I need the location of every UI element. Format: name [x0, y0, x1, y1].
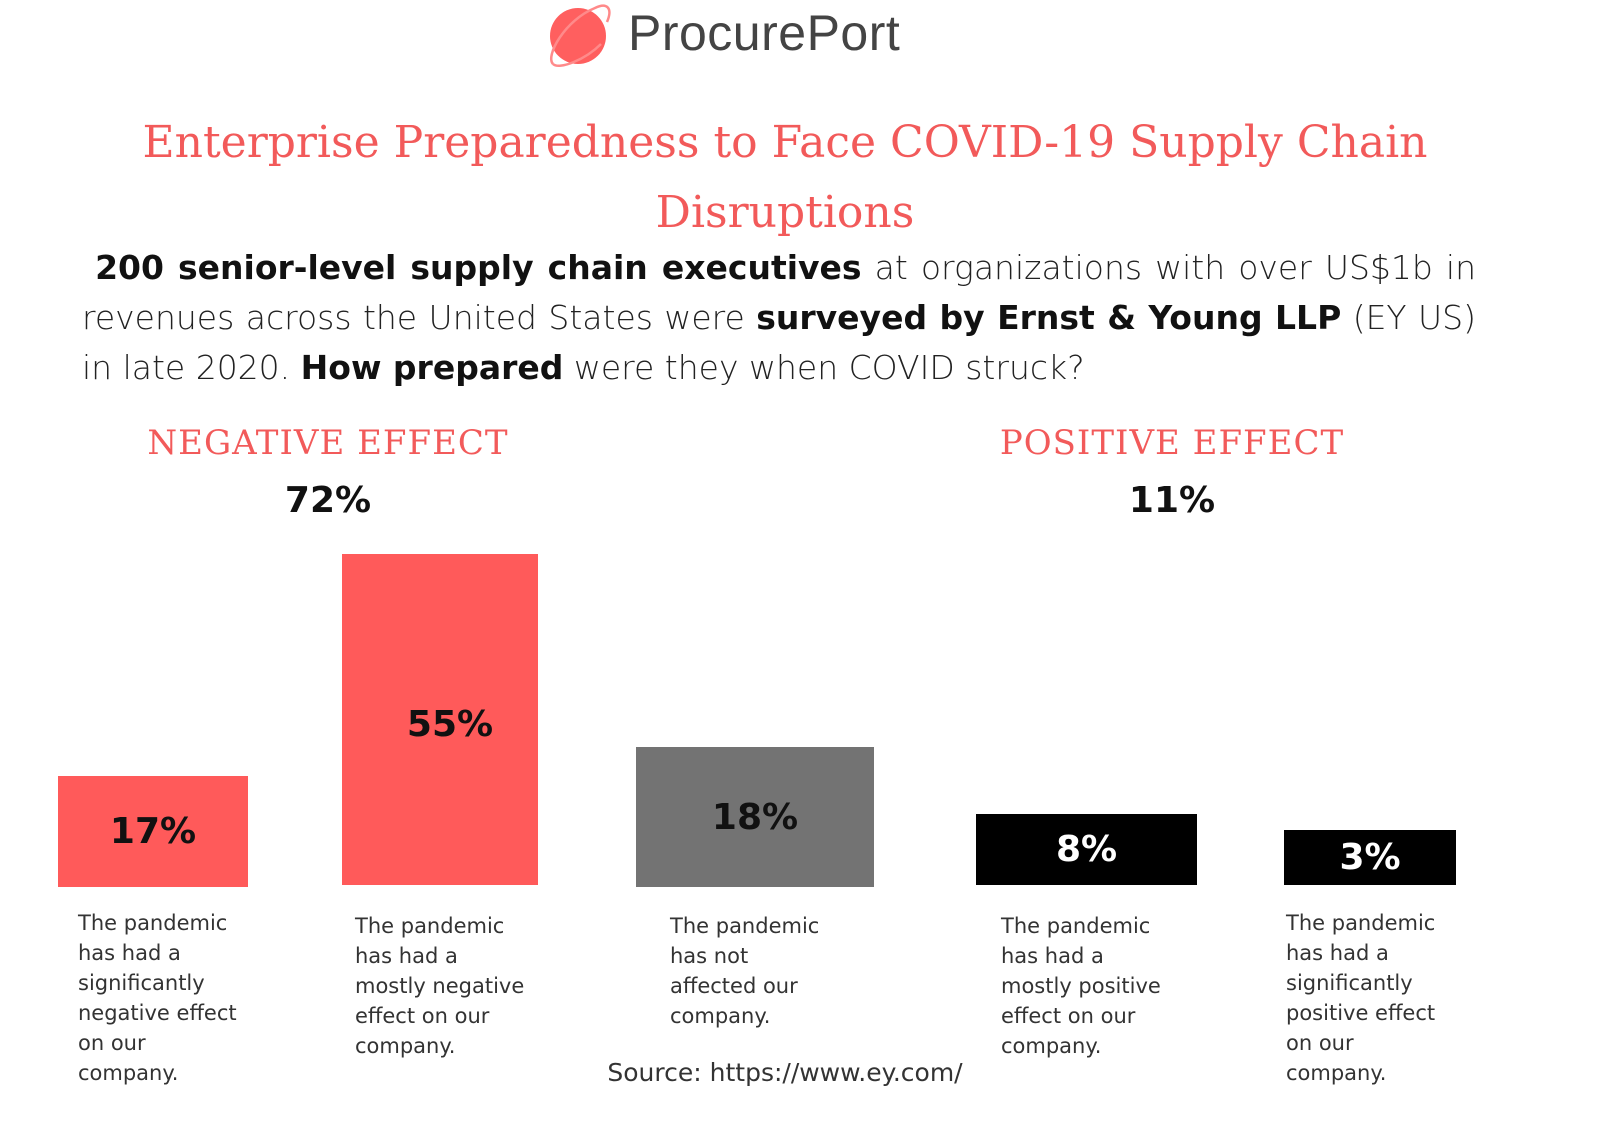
- bar-caption: The pandemic has had a mostly negative e…: [355, 914, 525, 1058]
- bar-caption: The pandemic has not affected our compan…: [670, 914, 820, 1028]
- positive-effect-title: POSITIVE EFFECT: [999, 423, 1345, 463]
- intro-text: were they when COVID struck?: [563, 348, 1085, 387]
- intro-paragraph: 200 senior-level supply chain executives…: [82, 243, 1476, 393]
- intro-text: (EY US) in late 2020.: [82, 298, 1476, 387]
- brand-name: ProcurePort: [628, 5, 901, 61]
- bar-caption: The pandemic has had a mostly positive e…: [1001, 914, 1161, 1058]
- bar: 3%: [1284, 830, 1456, 885]
- intro-bold: 200 senior-level supply chain executives: [95, 248, 862, 287]
- bar: 8%: [976, 814, 1197, 885]
- bar: 18%: [636, 747, 874, 887]
- bar: 55%: [342, 554, 538, 885]
- intro-text: at organizations with over US$1b in reve…: [82, 248, 1477, 337]
- bar-value-label: 17%: [109, 811, 197, 852]
- page-title: Enterprise Preparedness to Face COVID-19…: [142, 117, 1428, 238]
- bar-caption: The pandemic has had a significantly pos…: [1286, 911, 1436, 1085]
- bar-value-label: 18%: [711, 796, 799, 838]
- negative-effect-total: 72%: [284, 480, 372, 521]
- bar-value-label: 55%: [406, 704, 494, 745]
- procureport-logo: [550, 4, 611, 67]
- intro-bold: surveyed by Ernst & Young LLP: [756, 298, 1342, 337]
- bar: 17%: [58, 776, 248, 887]
- bar-value-label: 3%: [1339, 837, 1401, 878]
- intro-bold: How prepared: [300, 348, 564, 387]
- bar-caption: The pandemic has had a significantly neg…: [78, 911, 237, 1085]
- positive-effect-total: 11%: [1128, 480, 1216, 521]
- bar-value-label: 8%: [1055, 829, 1118, 870]
- negative-effect-title: NEGATIVE EFFECT: [147, 423, 509, 463]
- planet-icon: [550, 8, 606, 64]
- source-note: Source: https://www.ey.com/: [607, 1058, 963, 1087]
